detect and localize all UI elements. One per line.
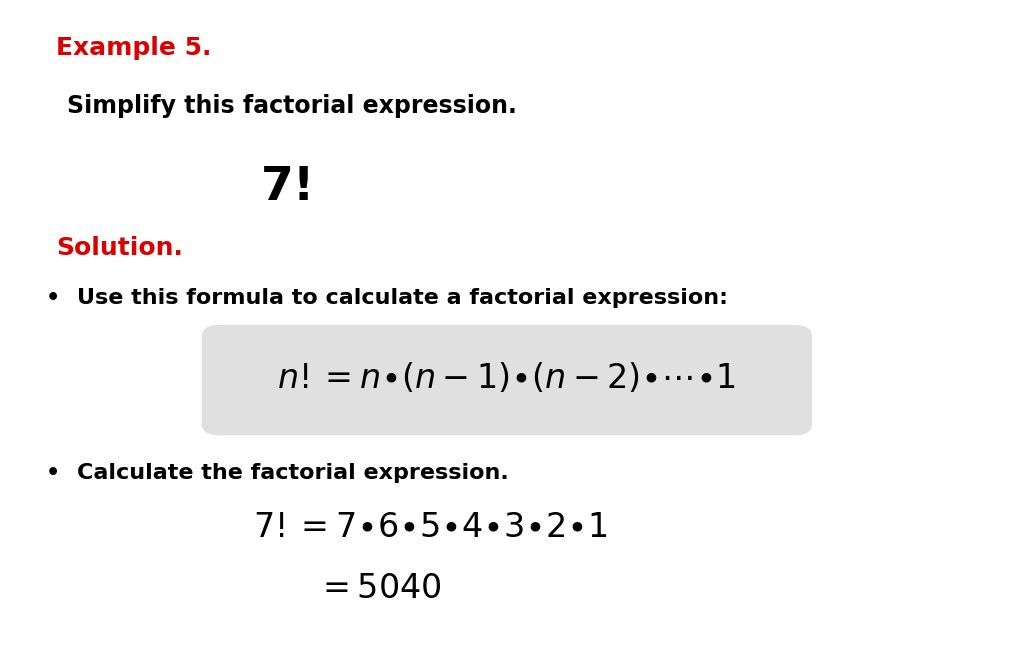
Text: •: •: [46, 288, 60, 308]
Text: Example 5.: Example 5.: [56, 36, 212, 60]
Text: Calculate the factorial expression.: Calculate the factorial expression.: [77, 463, 509, 483]
Text: Solution.: Solution.: [56, 236, 183, 260]
Text: $\mathit{n}! = \mathit{n}{\bullet}(\mathit{n}-1){\bullet}(\mathit{n}-2){\bullet}: $\mathit{n}! = \mathit{n}{\bullet}(\math…: [278, 362, 736, 395]
FancyBboxPatch shape: [202, 325, 812, 435]
Text: Use this formula to calculate a factorial expression:: Use this formula to calculate a factoria…: [77, 288, 728, 308]
Text: $= 5040$: $= 5040$: [316, 572, 441, 606]
Text: $7! = 7{\bullet}6{\bullet}5{\bullet}4{\bullet}3{\bullet}2{\bullet}1$: $7! = 7{\bullet}6{\bullet}5{\bullet}4{\b…: [253, 510, 607, 544]
Text: 7!: 7!: [261, 165, 315, 210]
Text: •: •: [46, 463, 60, 483]
Text: Simplify this factorial expression.: Simplify this factorial expression.: [67, 94, 516, 118]
